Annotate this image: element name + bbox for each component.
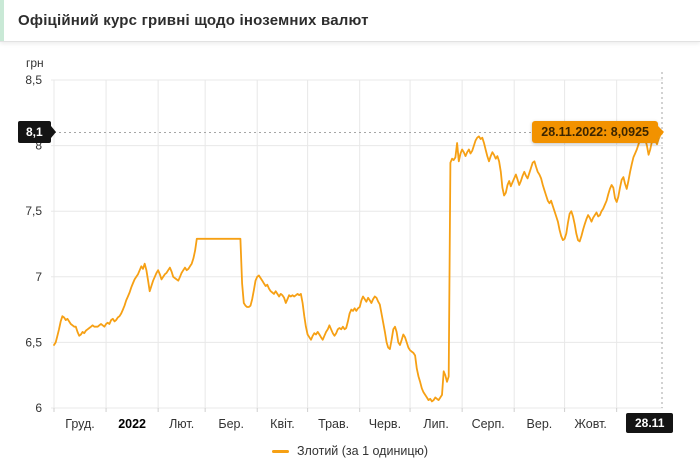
x-tick-label: Жовт. <box>574 417 607 431</box>
legend-item-zloty[interactable]: Злотий (за 1 одиницю) <box>271 444 429 458</box>
page-title: Офіційний курс гривні щодо іноземних вал… <box>18 12 369 29</box>
x-tick-label: Трав. <box>318 417 349 431</box>
y-tick-label: 6,5 <box>25 335 42 349</box>
legend-label: Злотий (за 1 одиницю) <box>296 444 429 458</box>
y-tick-label: 8 <box>35 139 42 153</box>
x-tick-label: Серп. <box>472 417 505 431</box>
x-tick-label: Лют. <box>169 417 194 431</box>
x-tick-label: 2022 <box>118 417 146 431</box>
current-value-badge: 8,1 <box>18 121 56 143</box>
y-axis-unit-label: грн <box>26 56 44 70</box>
page-header: Офіційний курс гривні щодо іноземних вал… <box>0 0 700 42</box>
x-tick-label: Черв. <box>369 417 401 431</box>
y-tick-label: 8,5 <box>25 73 42 87</box>
point-tooltip: 28.11.2022: 8,0925 <box>532 121 664 143</box>
legend-line-swatch-icon <box>271 449 289 453</box>
x-tick-label: Груд. <box>65 417 94 431</box>
x-tick-label: Лип. <box>423 417 448 431</box>
legend: Злотий (за 1 одиницю) <box>0 444 700 458</box>
y-tick-label: 7 <box>35 270 42 284</box>
x-tick-label: Бер. <box>218 417 244 431</box>
header-accent-strip <box>0 0 4 41</box>
x-tick-label: Вер. <box>527 417 553 431</box>
chart-area: грн 8,5 8 7,5 7 6,5 6 Груд. 2022 Лют. Бер. Квіт. Тр… <box>0 41 700 465</box>
y-tick-label: 6 <box>35 401 42 415</box>
zloty-series-line[interactable] <box>53 132 663 403</box>
y-tick-label: 7,5 <box>25 204 42 218</box>
end-date-badge: 28.11 <box>626 413 674 433</box>
x-tick-label: Квіт. <box>270 417 295 431</box>
